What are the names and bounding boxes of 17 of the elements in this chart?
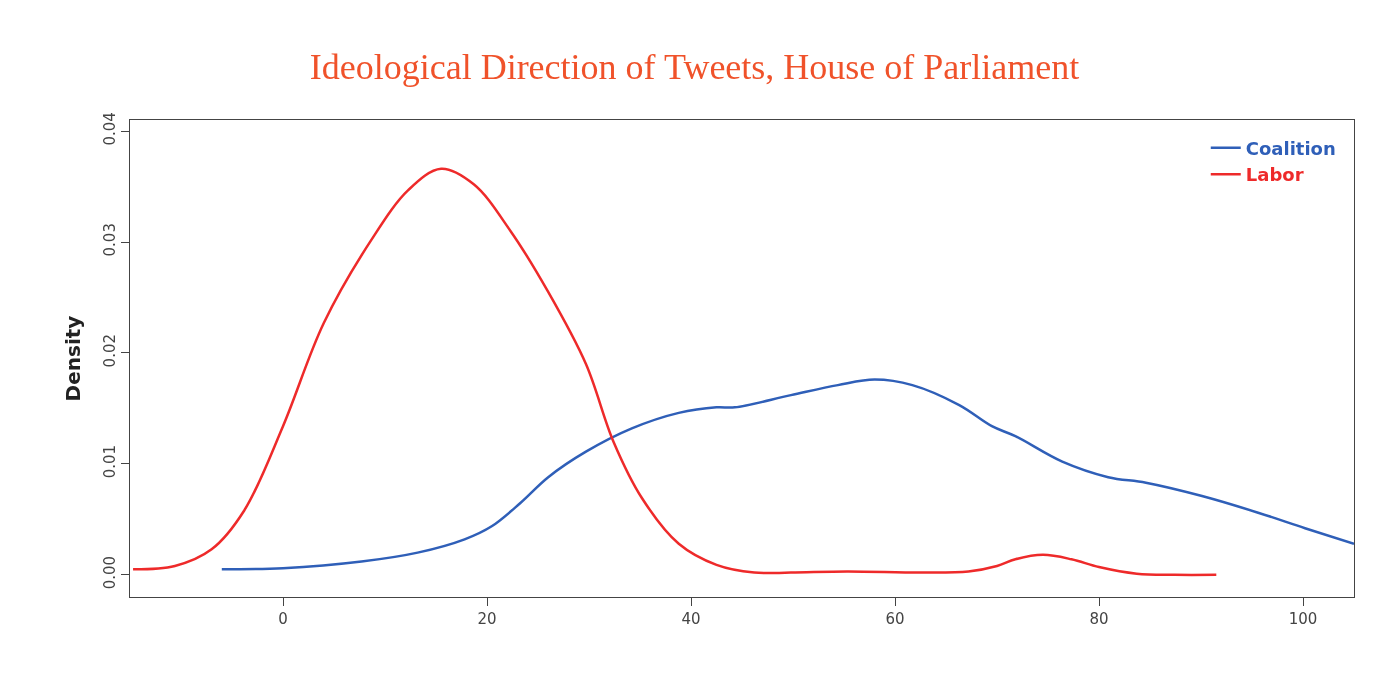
x-tick-label: 40	[681, 610, 701, 628]
x-tick-label: 100	[1288, 610, 1318, 628]
x-tick-label: 80	[1089, 610, 1109, 628]
y-tick-label: 0.03	[101, 223, 119, 257]
x-tick-label: 0	[278, 610, 288, 628]
y-axis-title: Density	[60, 315, 85, 402]
line-series	[220, 378, 1354, 571]
y-tick-label: 0.04	[101, 112, 119, 146]
chart-title: Ideological Direction of Tweets, House of Parliament	[309, 47, 1080, 88]
x-tick-label: 20	[477, 610, 497, 628]
y-tick-label: 0.02	[101, 334, 119, 368]
legend-label: Labor	[1245, 164, 1304, 186]
line-series	[131, 167, 1218, 577]
y-tick-label: 0.00	[101, 555, 119, 590]
legend-label: Coalition	[1245, 137, 1336, 159]
x-tick-label: 60	[885, 610, 905, 628]
y-tick-label: 0.01	[101, 444, 119, 479]
